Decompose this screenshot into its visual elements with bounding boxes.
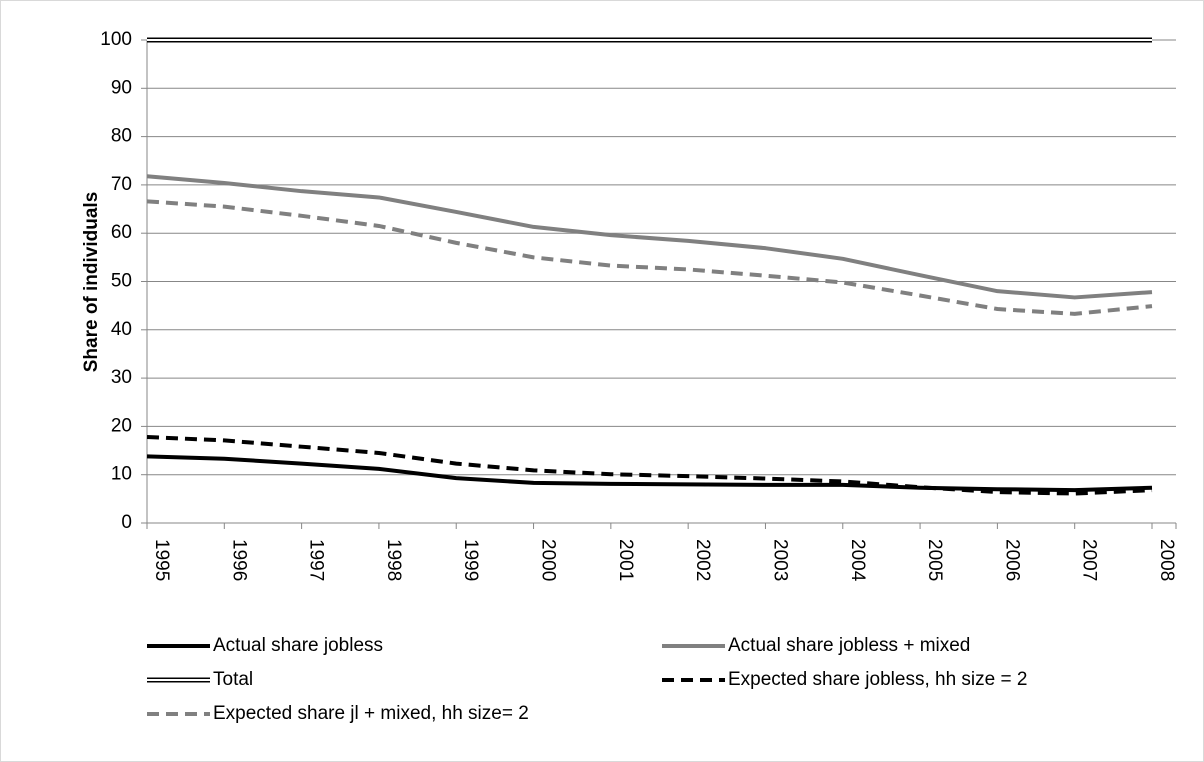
x-tick-label: 2001 xyxy=(615,539,636,581)
y-tick-label: 30 xyxy=(111,367,132,388)
x-tick-label: 1998 xyxy=(383,539,404,581)
series-line xyxy=(146,174,1153,300)
y-tick-label: 40 xyxy=(111,319,132,340)
y-axis-title: Share of individuals xyxy=(81,192,102,373)
series-line xyxy=(146,199,1153,316)
y-tick-label: 20 xyxy=(111,415,132,436)
x-tick-label: 2004 xyxy=(847,539,868,582)
x-tick-label: 2007 xyxy=(1079,539,1100,581)
y-tick-label: 60 xyxy=(111,222,132,243)
y-tick-label: 70 xyxy=(111,174,132,195)
x-tick-label: 1999 xyxy=(460,539,481,581)
y-tick-label: 0 xyxy=(121,512,132,533)
legend-label: Expected share jobless, hh size = 2 xyxy=(728,669,1027,690)
series-line xyxy=(146,454,1153,493)
x-tick-label: 2002 xyxy=(692,539,713,581)
legend-label: Actual share jobless xyxy=(213,635,383,656)
y-tick-label: 50 xyxy=(111,271,132,292)
legend-label: Expected share jl + mixed, hh size= 2 xyxy=(213,703,529,724)
x-tick-label: 2005 xyxy=(924,539,945,581)
x-tick-label: 2008 xyxy=(1156,539,1177,581)
series-line xyxy=(146,435,1153,496)
x-tick-label: 2000 xyxy=(538,539,559,581)
legend-label: Total xyxy=(213,669,253,690)
x-tick-label: 1996 xyxy=(228,539,249,581)
y-tick-label: 10 xyxy=(111,464,132,485)
x-tick-label: 2006 xyxy=(1001,539,1022,581)
y-tick-label: 100 xyxy=(100,29,132,50)
y-tick-label: 90 xyxy=(111,77,132,98)
x-tick-label: 1997 xyxy=(306,539,327,581)
x-tick-label: 1995 xyxy=(151,539,172,581)
x-tick-label: 2003 xyxy=(769,539,790,581)
legend-label: Actual share jobless + mixed xyxy=(728,635,970,656)
y-tick-label: 80 xyxy=(111,126,132,147)
